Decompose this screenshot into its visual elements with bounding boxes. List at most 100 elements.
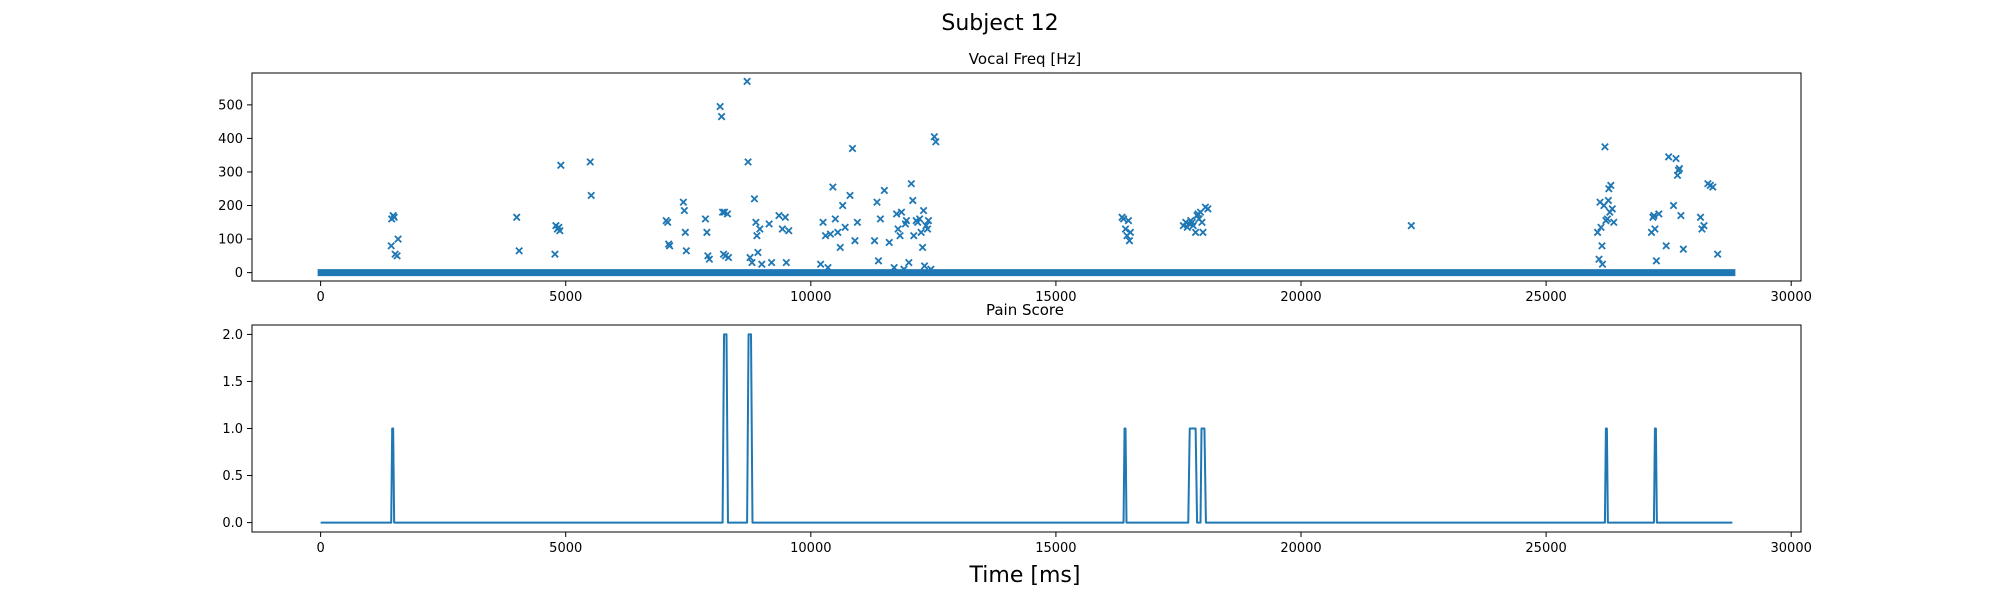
x-tick-label: 10000 xyxy=(790,541,831,556)
data-point xyxy=(931,137,940,146)
data-point xyxy=(1603,215,1612,223)
data-point xyxy=(663,218,672,227)
data-point xyxy=(1708,183,1717,191)
data-point xyxy=(829,183,837,191)
data-point xyxy=(841,223,849,232)
data-point xyxy=(892,210,901,218)
x-tick-label: 0 xyxy=(316,290,324,305)
data-point xyxy=(754,248,762,257)
data-point xyxy=(1606,181,1615,190)
data-point xyxy=(846,191,854,200)
data-point xyxy=(1655,210,1663,218)
y-tick-label: 0.0 xyxy=(222,516,243,531)
data-point xyxy=(775,211,783,220)
data-point xyxy=(873,198,881,206)
data-point xyxy=(681,228,690,237)
y-tick-label: 100 xyxy=(218,233,243,248)
data-point xyxy=(876,215,885,223)
data-point xyxy=(826,230,835,238)
data-point xyxy=(1125,236,1134,245)
x-tick-label: 0 xyxy=(316,541,324,556)
data-point xyxy=(515,246,523,255)
data-point xyxy=(556,161,565,170)
data-point xyxy=(586,158,595,166)
x-tick-label: 10000 xyxy=(790,290,831,305)
data-point xyxy=(897,208,906,217)
data-point xyxy=(782,258,791,267)
data-point xyxy=(390,213,398,222)
vocal-freq-title: Vocal Freq [Hz] xyxy=(969,50,1081,68)
data-point xyxy=(1609,218,1618,227)
vocal-freq-x-ticks: 0 5000 10000 15000 20000 25000 30000 xyxy=(316,281,1812,305)
data-point xyxy=(1672,154,1680,163)
x-tick-label: 20000 xyxy=(1280,541,1321,556)
data-point xyxy=(1597,223,1605,232)
x-axis-label: Time [ms] xyxy=(969,563,1081,588)
data-point xyxy=(1651,225,1659,233)
vocal-freq-axes-frame xyxy=(251,72,1802,282)
data-point xyxy=(1677,211,1685,220)
data-point xyxy=(665,241,674,250)
data-point xyxy=(853,218,862,227)
vocal-freq-y-ticks: 0 100 200 300 400 500 xyxy=(218,98,252,281)
data-point xyxy=(880,186,889,195)
x-tick-label: 5000 xyxy=(549,541,582,556)
data-point xyxy=(1593,228,1602,237)
x-tick-label: 5000 xyxy=(549,290,582,305)
x-tick-label: 30000 xyxy=(1771,290,1812,305)
pain-score-title: Pain Score xyxy=(986,301,1064,319)
data-point xyxy=(1189,221,1197,230)
data-point xyxy=(894,225,902,233)
data-point xyxy=(927,265,935,274)
data-point xyxy=(393,252,401,260)
data-point xyxy=(778,225,787,233)
data-point xyxy=(1664,153,1673,161)
data-point xyxy=(919,206,928,215)
data-point xyxy=(885,238,894,247)
data-point xyxy=(717,112,726,121)
data-point xyxy=(705,255,714,264)
data-point xyxy=(896,231,904,240)
data-point xyxy=(1598,260,1607,269)
data-point xyxy=(1198,218,1206,227)
data-point xyxy=(1407,221,1416,230)
data-point xyxy=(907,179,916,188)
data-point xyxy=(1126,228,1135,237)
data-point xyxy=(680,206,689,215)
data-point xyxy=(917,228,925,237)
data-point xyxy=(703,228,711,237)
data-point xyxy=(923,225,932,233)
figure-title: Subject 12 xyxy=(941,11,1058,36)
data-point xyxy=(831,215,840,223)
data-point xyxy=(1650,211,1658,220)
y-tick-label: 400 xyxy=(218,132,243,147)
data-point xyxy=(824,263,832,272)
data-point xyxy=(1598,241,1606,250)
data-point xyxy=(1713,250,1722,258)
data-point xyxy=(716,102,724,111)
data-point xyxy=(682,246,691,255)
y-tick-label: 1.0 xyxy=(222,422,243,437)
pain-score-subplot: Pain Score 0 5000 10000 15000 20000 25000 3000… xyxy=(222,301,1812,556)
data-point xyxy=(1608,205,1617,213)
y-tick-label: 0 xyxy=(235,266,243,281)
y-tick-label: 500 xyxy=(218,98,243,113)
data-point xyxy=(1662,241,1671,250)
vocal-freq-points xyxy=(387,77,1722,274)
data-point xyxy=(870,236,879,245)
data-point xyxy=(556,226,564,235)
data-point xyxy=(890,263,898,272)
data-point xyxy=(836,243,845,252)
data-point xyxy=(1675,164,1684,173)
data-point xyxy=(724,253,733,262)
data-point xyxy=(918,243,927,252)
data-point xyxy=(512,213,521,222)
x-tick-label: 25000 xyxy=(1525,290,1566,305)
data-point xyxy=(1121,225,1130,233)
data-point xyxy=(833,228,842,237)
data-point xyxy=(718,208,727,217)
data-point xyxy=(851,236,859,245)
data-point xyxy=(900,265,908,274)
data-point xyxy=(784,226,793,235)
